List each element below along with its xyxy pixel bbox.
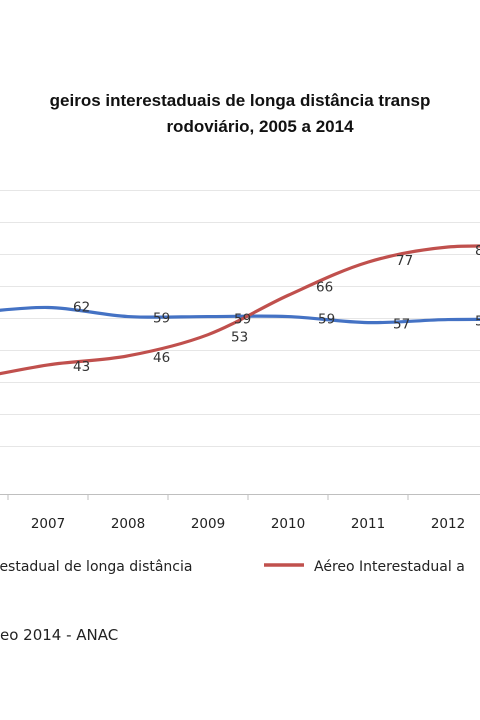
legend-label-0: restadual de longa distância bbox=[0, 559, 192, 575]
data-label: 59 bbox=[318, 312, 335, 328]
x-tick-label: 2009 bbox=[191, 516, 225, 532]
data-label: 8 bbox=[475, 243, 480, 259]
series-lines bbox=[0, 244, 480, 376]
x-axis: 2007 2008 2009 2010 2011 2012 bbox=[0, 494, 480, 532]
source-note: eo 2014 - ANAC bbox=[0, 626, 119, 644]
legend-label-1: Aéreo Interestadual a bbox=[314, 559, 465, 575]
x-tick-label: 2011 bbox=[351, 516, 385, 532]
data-label: 5 bbox=[475, 314, 480, 330]
x-tick-label: 2012 bbox=[431, 516, 465, 532]
x-tick-label: 2007 bbox=[31, 516, 65, 532]
data-label: 46 bbox=[153, 350, 170, 366]
data-label: 66 bbox=[316, 279, 333, 295]
chart-title-line-1: geiros interestaduais de longa distância… bbox=[49, 91, 431, 110]
x-tick-label: 2008 bbox=[111, 516, 145, 532]
series-line-1 bbox=[0, 244, 480, 376]
data-label: 43 bbox=[73, 359, 90, 375]
data-label: 59 bbox=[234, 312, 251, 328]
data-label: 59 bbox=[153, 311, 170, 327]
data-label: 57 bbox=[393, 317, 410, 333]
data-label: 62 bbox=[73, 299, 90, 315]
data-labels: 62 59 59 59 57 5 43 46 53 66 77 8 bbox=[73, 243, 480, 375]
legend: restadual de longa distância Aéreo Intere… bbox=[0, 559, 465, 575]
data-label: 77 bbox=[396, 253, 413, 269]
chart-title-line-2: rodoviário, 2005 a 2014 bbox=[166, 117, 354, 136]
data-label: 53 bbox=[231, 330, 248, 346]
chart-title: geiros interestaduais de longa distância… bbox=[0, 88, 480, 140]
x-tick-label: 2010 bbox=[271, 516, 305, 532]
